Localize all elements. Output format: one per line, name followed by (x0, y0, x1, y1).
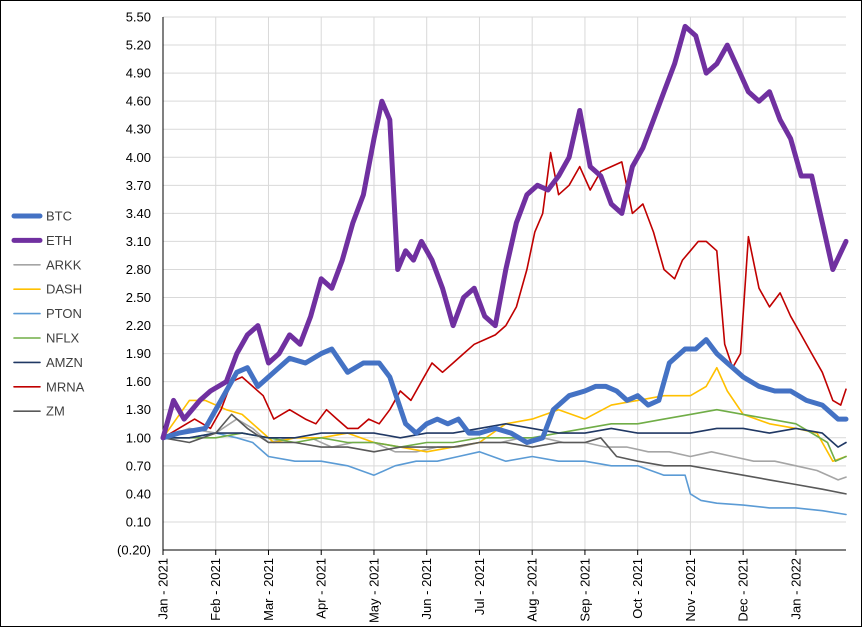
y-tick-label: 3.40 (126, 206, 151, 221)
y-tick-label: 5.20 (126, 38, 151, 53)
x-tick-label: Aug - 2021 (525, 558, 540, 622)
x-tick-label: Jan - 2021 (156, 558, 171, 619)
x-axis-tick-labels: Jan - 2021 Feb - 2021 Mar - 2021 Apr - 2021… (156, 558, 804, 623)
x-tick-label: Oct - 2021 (630, 558, 645, 619)
x-tick-label: Nov - 2021 (683, 558, 698, 622)
x-tick-label: Sep - 2021 (577, 558, 592, 622)
y-tick-label: 5.50 (126, 10, 151, 25)
y-tick-label: 0.70 (126, 458, 151, 473)
legend: BTC ETH ARKK DASH PTON NFLX AMZN MRNA ZM (11, 209, 85, 419)
x-tick-label: Jan - 2022 (788, 558, 803, 619)
y-tick-label: (0.20) (117, 543, 151, 558)
x-tick-label: Mar - 2021 (261, 558, 276, 621)
series-line-nflx (162, 408, 847, 463)
y-tick-label: 0.10 (126, 514, 151, 529)
series-line-mrna (162, 151, 847, 439)
axes (162, 17, 846, 555)
y-tick-label: 2.20 (126, 318, 151, 333)
series-lines (160, 23, 849, 516)
y-tick-label: 1.60 (126, 374, 151, 389)
y-tick-label: 3.10 (126, 234, 151, 249)
series-line-pton (162, 432, 847, 516)
legend-label-amzn: AMZN (46, 355, 83, 370)
legend-label-eth: ETH (46, 233, 72, 248)
y-axis-tick-labels: (0.20) 0.10 0.40 0.70 1.00 1.30 1.60 1.90 2.20 2.… (117, 10, 151, 558)
y-tick-label: 1.00 (126, 430, 151, 445)
x-tick-label: Feb - 2021 (208, 558, 223, 621)
x-tick-label: Dec - 2021 (736, 558, 751, 622)
y-tick-label: 2.50 (126, 290, 151, 305)
x-tick-label: Apr - 2021 (314, 558, 329, 619)
legend-label-btc: BTC (46, 209, 72, 224)
legend-label-mrna: MRNA (46, 379, 85, 394)
series-line-eth (160, 23, 849, 441)
y-tick-label: 3.70 (126, 178, 151, 193)
y-tick-label: 4.60 (126, 94, 151, 109)
y-tick-label: 0.40 (126, 486, 151, 501)
y-tick-label: 4.30 (126, 122, 151, 137)
y-tick-label: 4.00 (126, 150, 151, 165)
y-tick-label: 1.90 (126, 346, 151, 361)
y-tick-label: 2.80 (126, 262, 151, 277)
series-line-zm (162, 413, 847, 495)
legend-label-pton: PTON (46, 306, 82, 321)
legend-label-arkk: ARKK (46, 257, 82, 272)
series-line-btc (160, 337, 849, 445)
legend-label-dash: DASH (46, 282, 82, 297)
x-tick-label: Jul - 2021 (472, 558, 487, 615)
y-tick-label: 1.30 (126, 402, 151, 417)
series-line-dash (162, 366, 847, 463)
legend-label-zm: ZM (46, 404, 65, 419)
y-tick-label: 4.90 (126, 66, 151, 81)
x-tick-label: May - 2021 (366, 558, 381, 623)
legend-label-nflx: NFLX (46, 331, 80, 346)
x-tick-label: Jun - 2021 (419, 558, 434, 619)
series-line-amzn (162, 422, 847, 448)
